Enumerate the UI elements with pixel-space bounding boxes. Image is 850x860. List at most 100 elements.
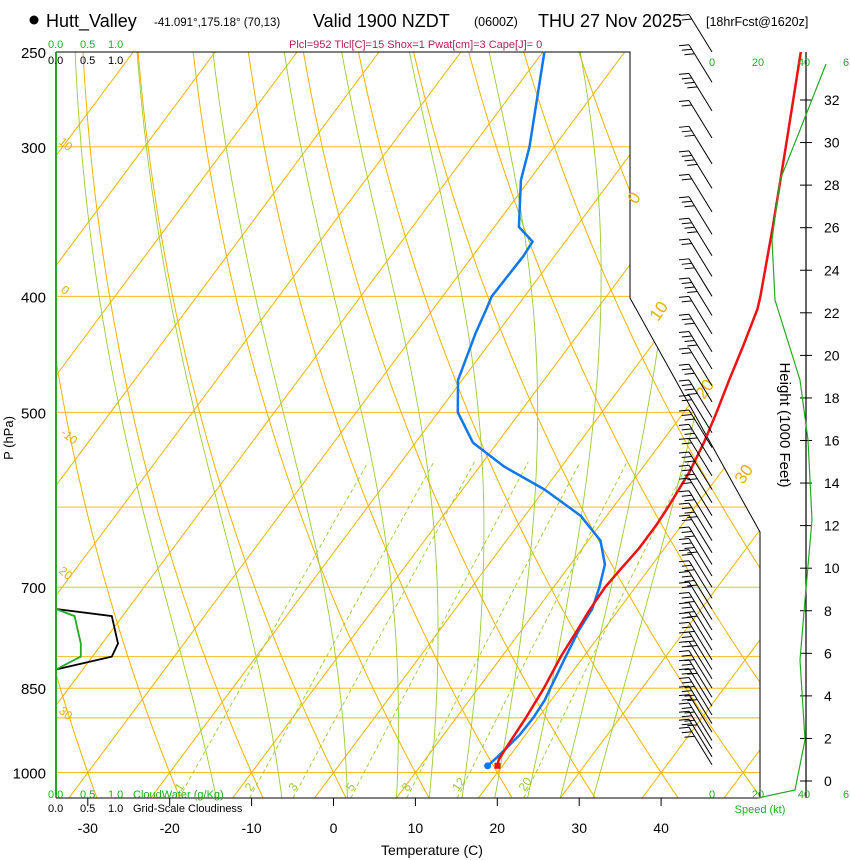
barb-flag [678, 702, 690, 705]
barb-shaft [688, 602, 713, 641]
barb-flag [684, 580, 695, 583]
wind-barb [678, 217, 713, 257]
wind-barb [678, 258, 713, 297]
barb-flag [684, 226, 695, 229]
barb-shaft [688, 218, 713, 257]
wind-barb [678, 612, 713, 651]
speed-tick-bottom: 40 [798, 789, 810, 801]
speed-tick-top: 0 [709, 57, 715, 69]
wind-barb [678, 560, 713, 599]
barb-flag [681, 715, 692, 718]
barb-shaft [688, 677, 713, 716]
barb-shaft [688, 685, 713, 724]
moist-adiabat [74, 52, 217, 798]
moist-adiabat [408, 52, 485, 798]
barb-flag [684, 322, 695, 325]
barb-flag [687, 516, 698, 519]
barb-flag [678, 490, 690, 493]
y-axis-title: P (hPa) [1, 416, 16, 460]
x-tick-label: 10 [408, 820, 424, 836]
dry-adiabat [633, 52, 760, 798]
wind-barb [678, 347, 713, 386]
barb-flag [678, 621, 690, 624]
barb-flag [681, 681, 692, 684]
barb-flag [684, 546, 695, 549]
barb-flag [678, 394, 690, 397]
barb-flag [681, 507, 692, 510]
speed-axis-title: Speed (kt) [735, 804, 786, 816]
wind-barb [678, 295, 713, 335]
barb-shaft [688, 702, 713, 741]
height-tick-label: 26 [824, 220, 840, 236]
barb-shaft [688, 464, 713, 504]
barb-flag [684, 735, 695, 738]
barb-shaft [688, 313, 713, 353]
mixing-ratio-label: 5 [343, 780, 358, 794]
utc-time: (0600Z) [474, 15, 518, 29]
barb-flag [684, 600, 695, 603]
height-tick-label: 20 [824, 347, 840, 363]
isotherm--60 [56, 52, 380, 798]
mixing-ratio-label: 3 [285, 780, 300, 794]
wind-barb [678, 277, 713, 316]
barb-flag [681, 723, 692, 726]
cloud-water-tick-top: 0.5 [80, 39, 95, 51]
station-dot [29, 15, 39, 25]
barb-flag [687, 231, 698, 234]
barb-flag [681, 281, 692, 284]
height-tick-label: 16 [824, 433, 840, 449]
barb-flag [678, 571, 690, 574]
wind-barb [678, 409, 713, 448]
barb-flag [684, 432, 695, 435]
dry-adiabat [192, 52, 430, 798]
barb-flag [684, 473, 695, 476]
cloud-water-tick-bottom: 1.0 [108, 789, 123, 801]
cloud-water-tick-bottom: 0.5 [80, 789, 95, 801]
height-tick-label: 14 [824, 475, 840, 491]
dry-adiabat [413, 52, 760, 798]
pressure-tick-label: 250 [21, 45, 46, 62]
barb-shaft [688, 379, 713, 418]
dry-adiabat-label: -10 [58, 426, 81, 448]
height-axis-title: Height (1000 Feet) [776, 362, 793, 487]
dry-adiabat-label: 30 [56, 704, 75, 724]
barb-flag [678, 650, 690, 653]
isotherm-30 [559, 52, 760, 798]
barb-shaft [688, 150, 713, 189]
cloudiness-tick-top: 1.0 [108, 55, 123, 67]
height-tick-label: 8 [824, 603, 832, 619]
height-tick-label: 12 [824, 518, 840, 534]
dry-adiabat [56, 52, 181, 798]
x-tick-label: 0 [330, 820, 338, 836]
height-tick-label: 18 [824, 390, 840, 406]
moist-adiabat [136, 52, 283, 798]
barb-shaft [688, 44, 713, 83]
dry-adiabat [688, 52, 760, 798]
mixing-ratio-line [523, 461, 690, 798]
barb-flag [684, 511, 695, 514]
wind-barb [678, 451, 713, 490]
barb-flag [684, 81, 695, 84]
barb-flag [681, 262, 692, 265]
pressure-tick-label: 500 [21, 405, 46, 422]
x-tick-label: -20 [160, 820, 180, 836]
barb-shaft [688, 196, 713, 235]
barb-flag [678, 363, 690, 366]
pressure-tick-label: 400 [21, 289, 46, 306]
barb-flag [678, 100, 690, 103]
barb-flag [687, 163, 698, 166]
x-tick-label: 30 [571, 820, 587, 836]
forecast-info: [18hrFcst@1620z] [706, 15, 808, 29]
pressure-tick-label: 850 [21, 681, 46, 698]
dry-adiabat [137, 52, 347, 798]
barb-flag [681, 352, 692, 355]
isotherm-10 [396, 52, 760, 798]
wind-barb [678, 676, 713, 716]
barb-flag [678, 277, 690, 280]
wind-barb [678, 526, 713, 565]
mixing-ratio-line [178, 461, 369, 798]
barb-flag [678, 379, 690, 382]
wind-barb [678, 490, 713, 529]
stability-params: Plcl=952 Tlcl[C]=15 Shox=1 Pwat[cm]=3 Ca… [289, 39, 542, 51]
barb-flag [678, 640, 690, 643]
